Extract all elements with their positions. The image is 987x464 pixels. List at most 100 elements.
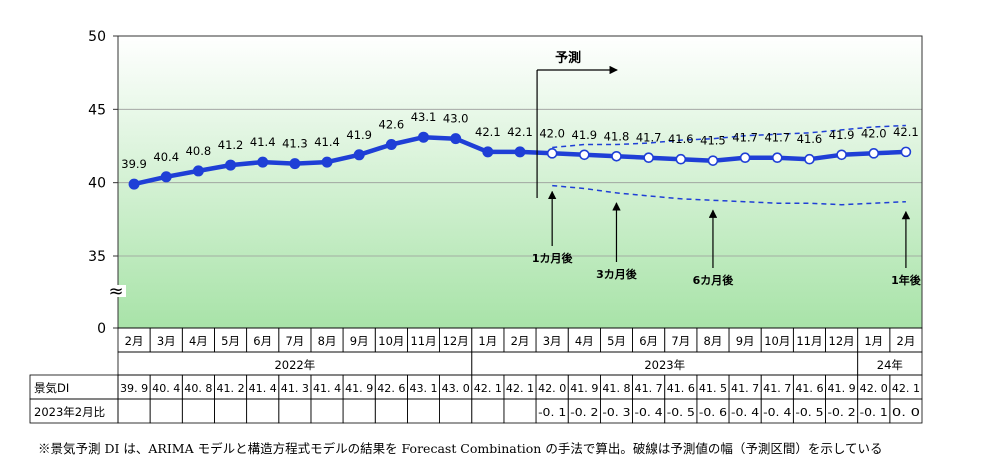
year-label: 2022年 (274, 358, 315, 372)
data-label: 41.6 (797, 132, 823, 146)
actual-point (514, 146, 526, 158)
diff-row-cell (246, 398, 280, 424)
month-label: 6月 (639, 334, 658, 348)
data-label: 41.2 (218, 138, 244, 152)
di-row-value: 41. 8 (602, 382, 630, 395)
month-label: 5月 (221, 334, 240, 348)
diff-row-value: -0. 3 (602, 406, 630, 419)
month-label: 3月 (157, 334, 176, 348)
y-tick-label-50: 50 (88, 29, 106, 45)
month-label: 6月 (253, 334, 272, 348)
di-row-value: 41. 9 (570, 382, 598, 395)
di-row-value: 41. 6 (667, 382, 695, 395)
forecast-point (611, 150, 622, 162)
forecast-point (546, 148, 558, 159)
month-label: 4月 (575, 334, 594, 348)
diff-row-cell (342, 398, 376, 424)
diff-row-value: -0. 1 (860, 406, 888, 419)
forecast-point (739, 152, 751, 164)
month-label: 10月 (378, 334, 404, 348)
month-label: 7月 (671, 334, 690, 348)
data-label: 41.9 (346, 128, 372, 142)
actual-point (289, 158, 301, 170)
month-label: 9月 (736, 334, 755, 348)
data-label: 41.7 (636, 131, 662, 145)
month-label: 8月 (704, 334, 723, 348)
di-row-value: 41. 3 (281, 382, 309, 395)
data-label: 41.6 (668, 132, 694, 146)
di-row-value: 42. 0 (538, 382, 566, 395)
actual-point (257, 156, 269, 168)
diff-row-value: -0. 4 (635, 406, 663, 419)
di-row-value: 41. 4 (249, 382, 277, 395)
di-row-value: 41. 6 (795, 382, 823, 395)
di-row-value: 43. 0 (442, 382, 470, 395)
month-label: 7月 (285, 334, 304, 348)
di-row-label: 景気DI (34, 381, 69, 395)
di-row-value: 41. 7 (731, 382, 759, 395)
plot-background (118, 36, 922, 328)
month-label: 11月 (410, 334, 436, 348)
axis-break-symbol: ≈ (108, 281, 123, 302)
horizon-label: 3カ月後 (596, 267, 638, 281)
data-label: 41.3 (282, 137, 308, 151)
di-row-value: 42. 1 (506, 382, 534, 395)
actual-point (225, 159, 237, 171)
actual-point (385, 139, 397, 151)
data-label: 39.9 (121, 157, 147, 171)
di-row-value: 41. 5 (699, 382, 727, 395)
diff-row-value: -0. 1 (538, 406, 566, 419)
diff-row-value: 0. 0 (892, 406, 920, 419)
y-tick-label-0: 0 (97, 321, 106, 337)
data-label: 41.4 (314, 135, 340, 149)
month-label: 9月 (350, 334, 369, 348)
data-label: 42.1 (893, 125, 919, 139)
data-label: 41.9 (829, 128, 855, 142)
diff-row-value: -0. 5 (667, 406, 695, 419)
month-label: 12月 (829, 334, 855, 348)
data-label: 41.8 (604, 129, 630, 143)
month-label: 1月 (864, 334, 883, 348)
month-label: 2月 (125, 334, 144, 348)
di-row-value: 39. 9 (120, 382, 148, 395)
forecast-point (675, 153, 687, 165)
data-label: 42.0 (861, 126, 887, 140)
diff-row-label: 2023年2月比 (34, 405, 105, 419)
diff-row-cell (181, 398, 215, 424)
data-label: 42.1 (475, 125, 501, 139)
y-tick-label-40: 40 (88, 176, 106, 192)
month-label: 3月 (543, 334, 562, 348)
actual-point (450, 133, 462, 145)
horizon-label: 6カ月後 (693, 273, 735, 287)
actual-point (482, 146, 494, 158)
month-label: 2月 (897, 334, 916, 348)
diff-row-value: -0. 2 (570, 406, 598, 419)
year-label: 24年 (877, 358, 903, 372)
di-row-value: 40. 4 (152, 382, 180, 395)
month-label: 2月 (511, 334, 530, 348)
diff-row-cell (214, 398, 248, 424)
month-label: 1月 (478, 334, 497, 348)
forecast-point (900, 146, 912, 158)
di-row-value: 41. 7 (635, 382, 663, 395)
y-tick-label-45: 45 (88, 102, 106, 118)
axis-break-mask (110, 285, 126, 297)
di-row-value: 41. 9 (345, 382, 373, 395)
di-row-value: 43. 1 (409, 382, 437, 395)
data-label: 43.1 (411, 110, 437, 124)
diff-row-cell (471, 398, 505, 424)
actual-point (128, 178, 140, 190)
actual-point (192, 165, 204, 177)
di-row-value: 40. 8 (184, 382, 212, 395)
forecast-point (771, 152, 783, 164)
forecast-point (579, 149, 590, 161)
forecast-label: 予測 (555, 50, 581, 66)
month-label: 12月 (443, 334, 469, 348)
diff-row-cell (439, 398, 473, 424)
data-label: 40.8 (186, 144, 212, 158)
diff-row-cell (149, 398, 183, 424)
data-label: 41.5 (700, 134, 726, 148)
horizon-label: 1年後 (891, 273, 922, 287)
diff-row-value: -0. 6 (699, 406, 727, 419)
